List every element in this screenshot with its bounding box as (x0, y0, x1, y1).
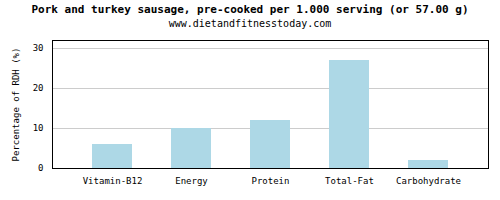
svg-text:Total-Fat: Total-Fat (325, 176, 374, 186)
html-text:www.dietandfitnesstoday.com: www.dietandfitnesstoday.com (168, 18, 332, 29)
svg-text:30: 30 (33, 43, 44, 53)
svg-text:Energy: Energy (175, 176, 208, 186)
html-text:Pork and turkey sausage, pre-c: Pork and turkey sausage, pre-cooked per … (31, 3, 469, 16)
svg-text:20: 20 (33, 83, 44, 93)
svg-text:10: 10 (33, 123, 44, 133)
svg-text:Protein: Protein (252, 176, 290, 186)
svg-text:Carbohydrate: Carbohydrate (396, 176, 461, 186)
svg-text:Vitamin-B12: Vitamin-B12 (83, 176, 143, 186)
svg-text:Percentage of RDH (%): Percentage of RDH (%) (11, 48, 21, 162)
svg-text:0: 0 (38, 163, 43, 173)
